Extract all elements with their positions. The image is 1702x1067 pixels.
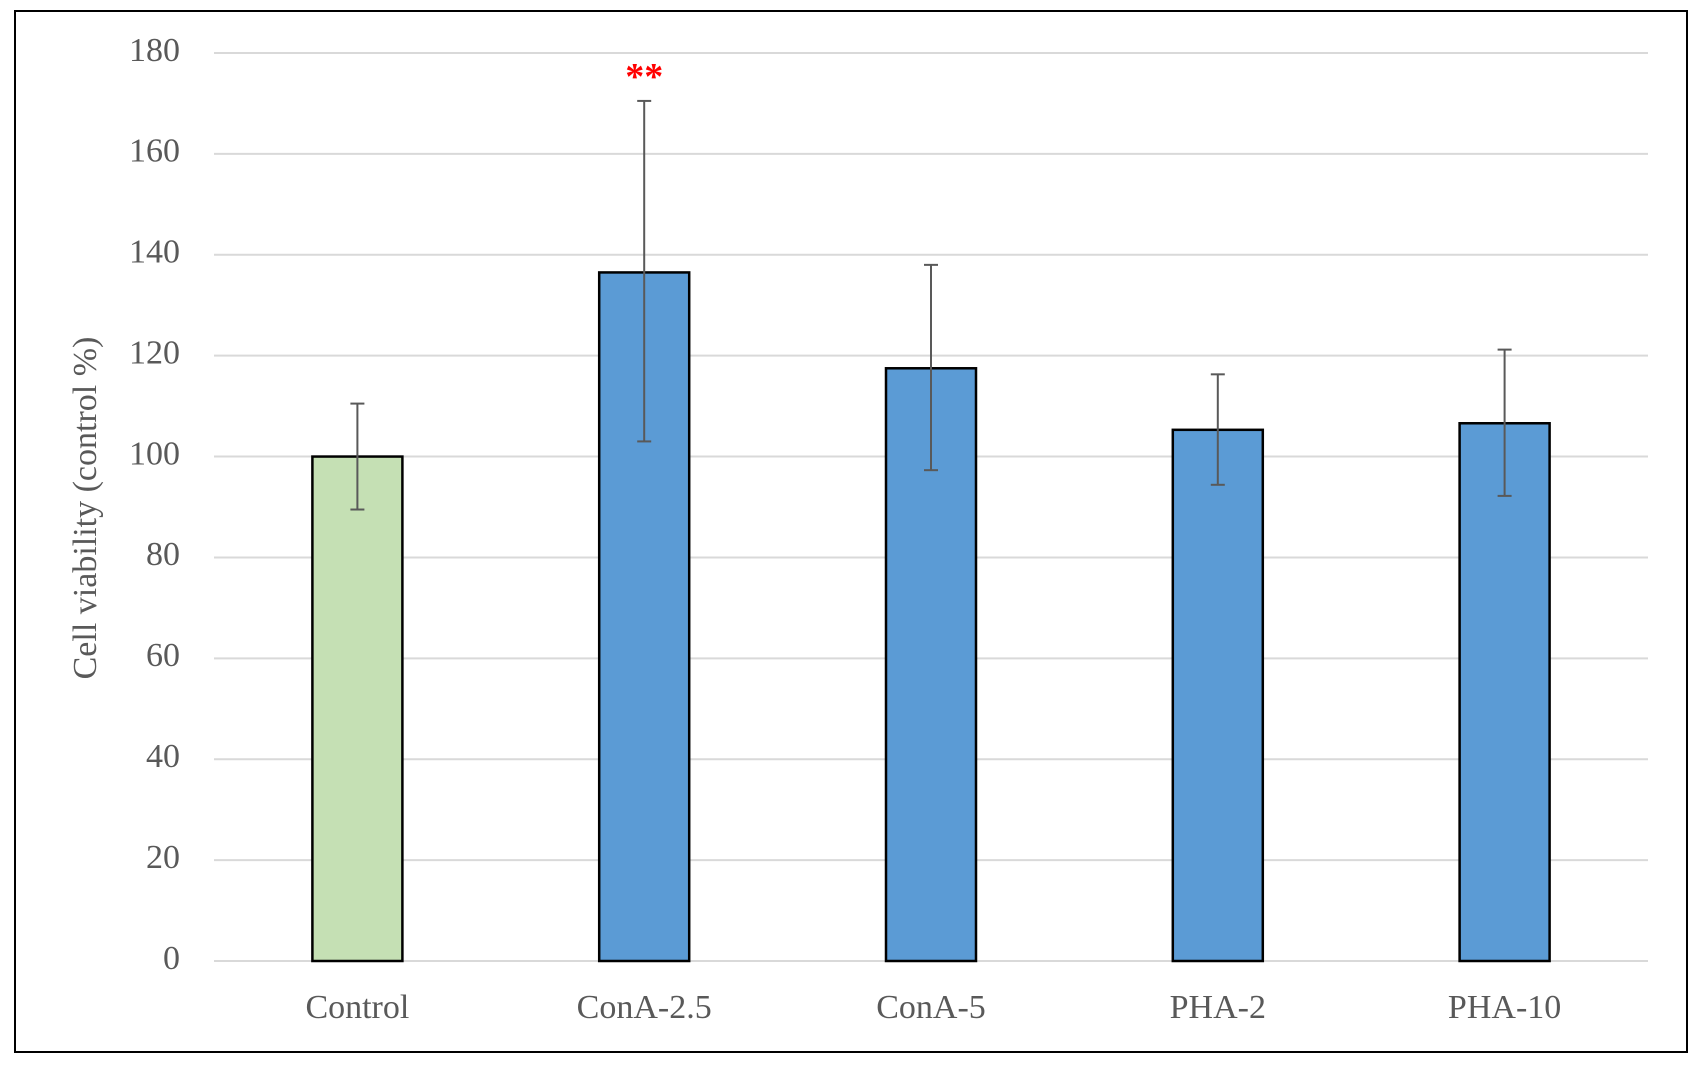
x-tick-label: PHA-10 xyxy=(1448,989,1561,1026)
bar xyxy=(1458,422,1551,963)
bar xyxy=(1171,428,1265,963)
y-tick-label: 180 xyxy=(129,32,180,69)
y-tick-labels: 0 20 40 60 80 100 120 140 160 180 xyxy=(129,32,180,977)
y-axis-title: Cell viability (control %) xyxy=(67,337,104,680)
y-tick-label: 100 xyxy=(129,435,180,472)
bars xyxy=(311,271,1551,963)
gridlines xyxy=(214,52,1648,962)
chart-frame xyxy=(14,10,1688,1053)
x-tick-label: ConA-5 xyxy=(876,989,986,1026)
annotations: ** xyxy=(625,56,663,98)
y-tick-label: 0 xyxy=(163,940,180,977)
bar xyxy=(311,455,404,963)
y-tick-label: 20 xyxy=(146,839,180,876)
x-tick-label: PHA-2 xyxy=(1170,989,1266,1026)
y-tick-label: 160 xyxy=(129,133,180,170)
x-tick-label: ConA-2.5 xyxy=(577,989,712,1026)
y-tick-label: 40 xyxy=(146,738,180,775)
x-tick-labels: Control ConA-2.5 ConA-5 PHA-2 PHA-10 xyxy=(305,989,1561,1026)
x-tick-label: Control xyxy=(305,989,409,1026)
error-bars xyxy=(350,99,1512,511)
y-tick-label: 60 xyxy=(146,637,180,674)
y-tick-label: 80 xyxy=(146,536,180,573)
y-tick-label: 140 xyxy=(129,234,180,271)
y-tick-label: 120 xyxy=(129,334,180,371)
significance-marker: ** xyxy=(625,56,663,98)
